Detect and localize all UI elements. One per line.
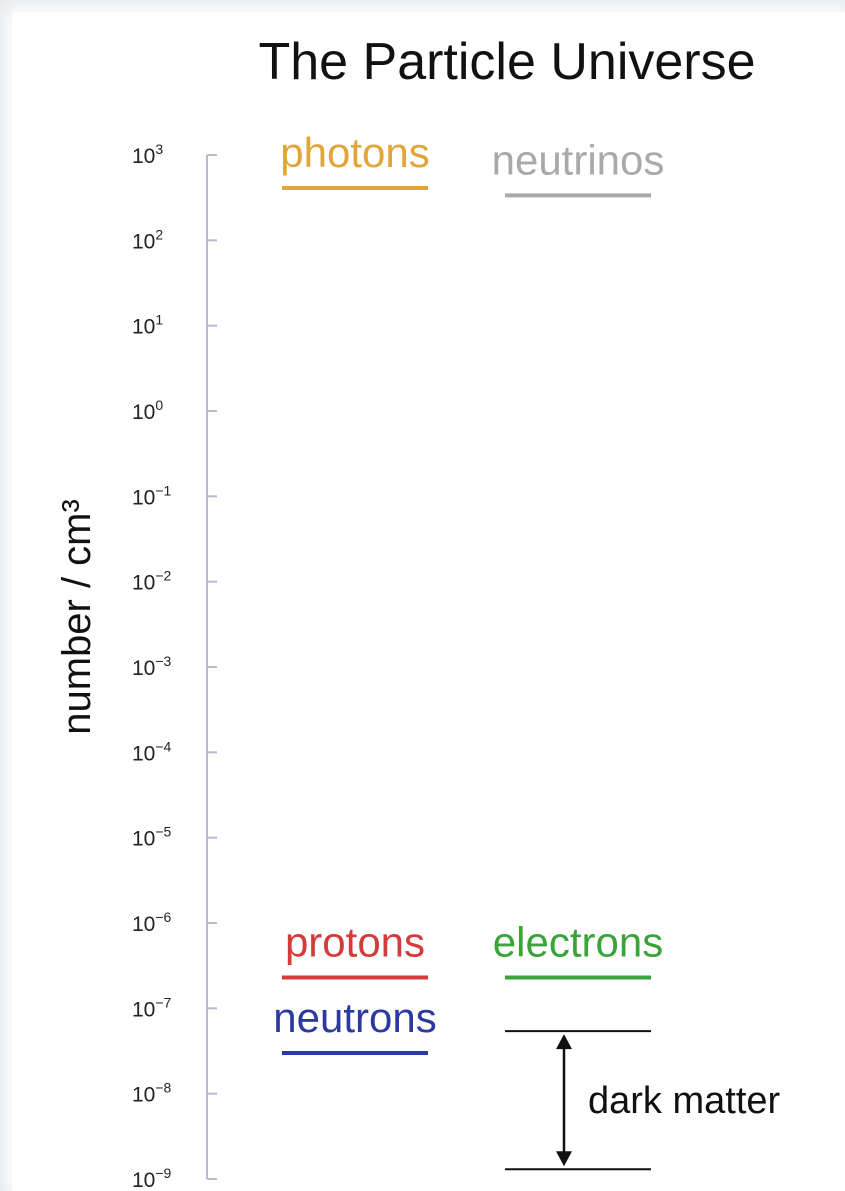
y-tick-label: 103 (132, 141, 163, 168)
y-tick-label: 10−9 (132, 1165, 172, 1191)
arrow-up-icon (556, 1034, 572, 1050)
y-tick-label: 10−4 (132, 738, 172, 765)
protons-label: protons (285, 918, 425, 965)
particle-chart: The Particle Universe number / cm³ 10310… (55, 33, 781, 1191)
neutrons-label: neutrons (273, 994, 436, 1041)
y-tick-label: 102 (132, 226, 163, 253)
chart-frame: The Particle Universe number / cm³ 103 10… (12, 12, 845, 1191)
y-tick-label: 101 (132, 312, 163, 339)
y-tick-label: 10−2 (132, 568, 172, 595)
y-tick-label: 10−8 (132, 1080, 172, 1107)
dark-matter-label: dark matter (588, 1080, 781, 1122)
chart-title: The Particle Universe (258, 33, 755, 91)
neutrinos-label: neutrinos (492, 136, 665, 183)
y-tick-label: 10−6 (132, 909, 172, 936)
y-tick-label: 10−7 (132, 994, 172, 1021)
series-marks: photons neutrinos protons electrons neutrons (273, 129, 665, 1055)
y-tick-label: 100 (132, 397, 163, 424)
electrons-label: electrons (493, 918, 663, 965)
y-tick-label: 10−1 (132, 482, 172, 509)
y-axis-ticks: 103 102 101 100 10−1 10−2 10−3 10−4 10−5 10−6 10−7… (132, 141, 217, 1191)
photons-label: photons (280, 129, 429, 176)
y-tick-label: 10−3 (132, 653, 172, 680)
dark-matter-annotation: dark matter (505, 1030, 781, 1171)
y-axis-label: number / cm³ (55, 499, 99, 735)
y-tick-label: 10−5 (132, 824, 172, 851)
arrow-down-icon (556, 1151, 572, 1167)
